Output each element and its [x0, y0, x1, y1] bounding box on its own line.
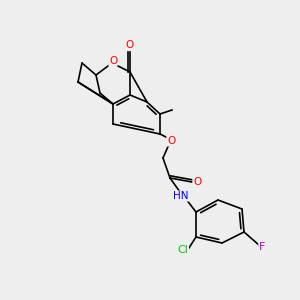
Text: O: O: [167, 136, 175, 146]
Text: O: O: [109, 56, 117, 66]
Text: HN: HN: [173, 191, 189, 201]
Text: Cl: Cl: [178, 245, 188, 255]
Text: F: F: [259, 242, 265, 252]
Text: O: O: [126, 40, 134, 50]
Text: O: O: [193, 177, 201, 187]
